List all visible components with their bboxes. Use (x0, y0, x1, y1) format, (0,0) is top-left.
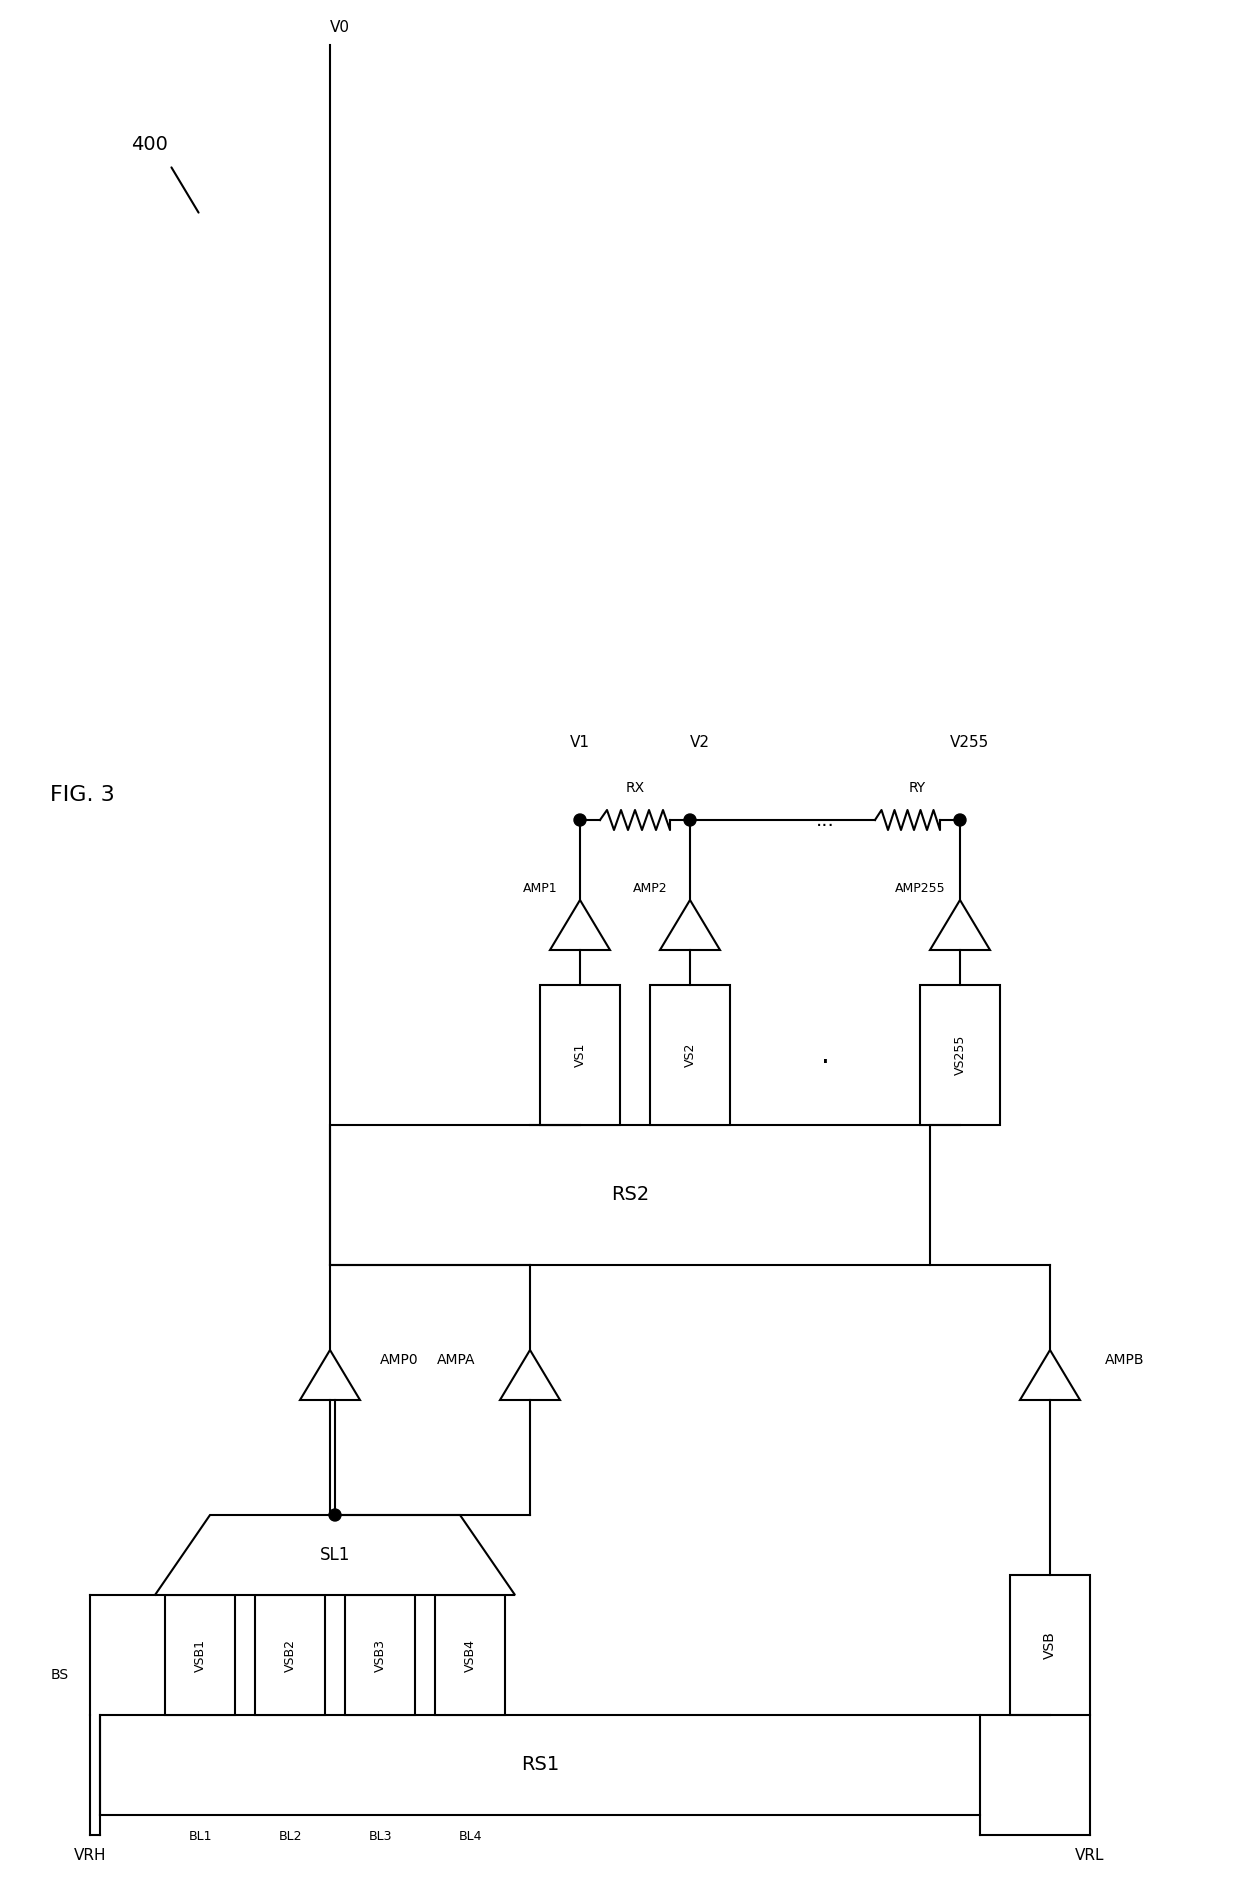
Text: VSB3: VSB3 (373, 1639, 387, 1671)
Text: AMP2: AMP2 (632, 881, 667, 894)
Text: BS: BS (51, 1668, 69, 1683)
Text: BL3: BL3 (368, 1831, 392, 1844)
Text: VSB: VSB (1043, 1632, 1056, 1658)
Text: RS2: RS2 (611, 1186, 649, 1205)
Bar (650, 985, 730, 1126)
Circle shape (574, 815, 587, 826)
Text: BL2: BL2 (278, 1831, 301, 1844)
Text: VRL: VRL (1075, 1848, 1105, 1863)
Bar (1011, 1575, 1090, 1715)
Bar (345, 1596, 415, 1715)
Polygon shape (660, 900, 720, 949)
Polygon shape (155, 1514, 515, 1596)
Text: RX: RX (625, 781, 645, 796)
Text: FIG. 3: FIG. 3 (50, 785, 115, 805)
Bar (539, 985, 620, 1126)
Text: VSB4: VSB4 (464, 1639, 476, 1671)
Circle shape (954, 815, 966, 826)
Bar (165, 1596, 236, 1715)
Circle shape (329, 1508, 341, 1522)
Text: VRH: VRH (73, 1848, 107, 1863)
Text: VS1: VS1 (573, 1042, 587, 1067)
Text: .: . (821, 1040, 830, 1069)
Text: RY: RY (909, 781, 926, 796)
Text: BL1: BL1 (188, 1831, 212, 1844)
Polygon shape (300, 1349, 360, 1400)
Text: V255: V255 (950, 735, 990, 750)
Text: V1: V1 (570, 735, 590, 750)
Text: 400: 400 (131, 136, 169, 155)
Text: ...: ... (816, 811, 835, 830)
Polygon shape (551, 900, 610, 949)
Text: SL1: SL1 (320, 1546, 350, 1563)
Bar (100, 1715, 980, 1815)
Text: AMPB: AMPB (1105, 1353, 1145, 1366)
Bar (330, 1126, 930, 1266)
Text: AMP0: AMP0 (379, 1353, 419, 1366)
Text: VSB2: VSB2 (284, 1639, 296, 1671)
Text: V2: V2 (689, 735, 711, 750)
Polygon shape (1021, 1349, 1080, 1400)
Bar (920, 985, 999, 1126)
Text: V0: V0 (330, 21, 350, 34)
Text: AMPA: AMPA (436, 1353, 475, 1366)
Polygon shape (500, 1349, 560, 1400)
Text: VS2: VS2 (683, 1042, 697, 1067)
Circle shape (684, 815, 696, 826)
Text: BL4: BL4 (459, 1831, 482, 1844)
Text: VS255: VS255 (954, 1035, 966, 1074)
Text: AMP1: AMP1 (523, 881, 557, 894)
Polygon shape (930, 900, 990, 949)
Bar (435, 1596, 505, 1715)
Text: VSB1: VSB1 (193, 1639, 207, 1671)
Text: AMP255: AMP255 (895, 881, 945, 894)
Text: RS1: RS1 (521, 1755, 559, 1774)
Bar (255, 1596, 325, 1715)
